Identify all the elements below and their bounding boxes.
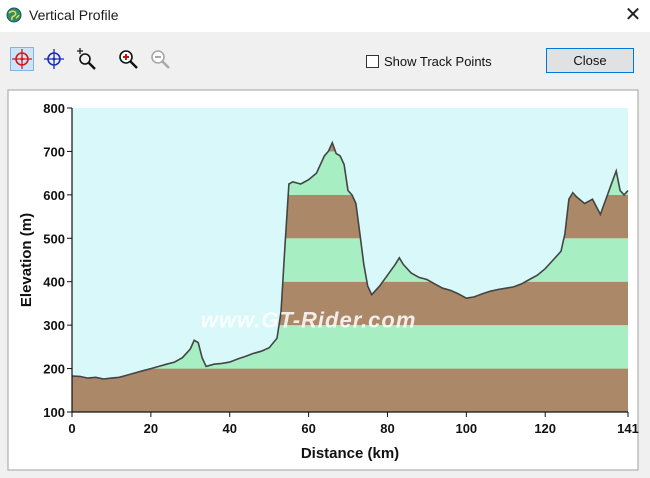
y-tick-label: 100 — [43, 405, 65, 420]
y-tick-label: 400 — [43, 275, 65, 290]
chart-canvas[interactable]: www.GT-Rider.com 10020030040050060070080… — [0, 82, 650, 478]
y-tick-label: 700 — [43, 144, 65, 159]
x-tick-label: 20 — [144, 421, 158, 436]
toolbar: Show Track Points Close — [0, 32, 650, 82]
show-track-points-label[interactable]: Show Track Points — [384, 54, 492, 69]
x-tick-label: 100 — [455, 421, 477, 436]
show-track-points-checkbox[interactable] — [366, 55, 379, 68]
elevation-profile-line — [71, 140, 629, 380]
x-tick-label: 120 — [534, 421, 556, 436]
x-tick-label: 0 — [68, 421, 75, 436]
x-tick-label: 60 — [301, 421, 315, 436]
watermark: www.GT-Rider.com — [201, 307, 417, 332]
vertical-profile-chart: www.GT-Rider.com 100 200 300 400 500 600 700 80… — [0, 82, 650, 478]
crosshair-red-icon — [12, 49, 32, 69]
y-tick-label: 800 — [43, 101, 65, 116]
crosshair-blue-button[interactable] — [42, 47, 66, 71]
title-bar: Vertical Profile ✕ — [0, 0, 650, 32]
x-axis-title: Distance (km) — [301, 445, 399, 462]
y-axis-title: Elevation (m) — [18, 213, 35, 307]
window-close-icon[interactable]: ✕ — [624, 4, 642, 26]
y-tick-label: 300 — [43, 318, 65, 333]
zoom-out-button[interactable] — [148, 47, 172, 71]
globe-icon — [6, 7, 22, 23]
zoom-box-icon — [77, 48, 96, 70]
crosshair-blue-icon — [44, 49, 64, 69]
y-tick-label: 500 — [43, 231, 65, 246]
window-title: Vertical Profile — [29, 7, 119, 23]
zoom-box-button[interactable] — [74, 47, 98, 71]
x-tick-label: 40 — [222, 421, 236, 436]
zoom-in-button[interactable] — [116, 47, 140, 71]
crosshair-red-button[interactable] — [10, 47, 34, 71]
x-tick-label: 141 — [617, 421, 639, 436]
x-tick-label: 80 — [380, 421, 394, 436]
elevation-band-0 — [72, 368, 628, 412]
y-tick-label: 600 — [43, 188, 65, 203]
y-tick-label: 200 — [43, 362, 65, 377]
zoom-out-icon — [151, 50, 170, 69]
close-button[interactable]: Close — [546, 48, 634, 73]
zoom-in-icon — [119, 50, 138, 69]
